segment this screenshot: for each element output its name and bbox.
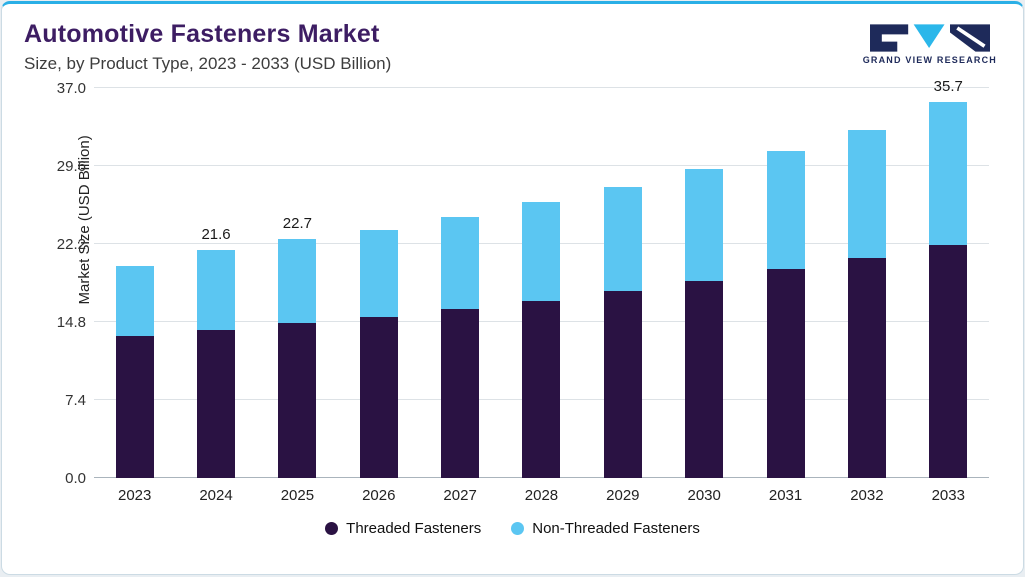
x-tick-label: 2023 <box>117 487 152 504</box>
bar-segment-threaded <box>115 335 154 478</box>
logo-text: GRAND VIEW RESEARCH <box>862 55 997 65</box>
y-axis: 0.0 7.4 14.8 22.2 29.6 37.0 <box>42 80 94 487</box>
bar-segment-threaded <box>197 330 236 478</box>
stacked-bar <box>278 238 317 478</box>
bar-slot <box>582 88 663 478</box>
bar-slot: 35.7 <box>908 78 989 478</box>
gridline <box>94 87 989 88</box>
y-tick-label: 14.8 <box>56 314 86 331</box>
stacked-bar <box>847 130 886 478</box>
bar-segment-threaded <box>522 300 561 478</box>
bar-value-label: 22.7 <box>282 214 312 232</box>
y-tick-label: 22.2 <box>56 236 86 253</box>
bar-slot <box>338 88 419 478</box>
x-tick-label: 2030 <box>687 487 721 504</box>
stacked-bar <box>441 216 480 478</box>
bar-slot <box>501 88 582 478</box>
chart-header: Automotive Fasteners Market Size, by Pro… <box>2 4 1023 74</box>
bar-segment-threaded <box>359 316 398 478</box>
grand-view-research-logo: GRAND VIEW RESEARCH <box>863 24 997 65</box>
bar-segment-non-threaded <box>603 187 642 292</box>
bar-value-label: 35.7 <box>933 77 963 95</box>
stacked-bar <box>603 187 642 478</box>
bar-segment-non-threaded <box>197 250 236 331</box>
x-axis: 2023 2024 2025 2026 2027 2028 2029 2030 2031 2032… <box>94 487 989 504</box>
bar-segment-non-threaded <box>522 201 561 301</box>
bar-segment-threaded <box>603 291 642 478</box>
x-tick-label: 2026 <box>362 487 396 504</box>
stacked-bar <box>359 230 398 478</box>
y-tick-label: 0.0 <box>65 470 86 487</box>
bar-segment-non-threaded <box>766 151 805 270</box>
bar-segment-threaded <box>685 280 724 478</box>
bar-segment-non-threaded <box>685 169 724 281</box>
bar-segment-threaded <box>766 269 805 478</box>
x-tick-label: 2024 <box>199 487 233 504</box>
bar-segment-non-threaded <box>441 216 480 310</box>
page-subtitle: Size, by Product Type, 2023 - 2033 (USD … <box>24 54 392 73</box>
bar-slot: 21.6 <box>175 88 256 478</box>
bar-segment-non-threaded <box>115 266 154 336</box>
x-tick-label: 2025 <box>280 487 315 504</box>
bar-slot: 22.7 <box>257 88 338 478</box>
y-tick-label: 29.6 <box>56 158 86 175</box>
bar-slot <box>419 88 500 478</box>
stacked-bar <box>197 250 236 478</box>
bars-container: 21.6 22.7 35.7 <box>94 78 989 478</box>
gridline <box>94 165 989 166</box>
bar-slot <box>664 88 745 478</box>
bar-segment-non-threaded <box>359 230 398 317</box>
bar-value-label: 21.6 <box>201 226 231 244</box>
x-tick-label: 2031 <box>768 487 803 504</box>
y-tick-label: 37.0 <box>56 80 86 97</box>
bar-segment-non-threaded <box>929 101 968 246</box>
bar-segment-non-threaded <box>278 238 317 324</box>
x-tick-label: 2029 <box>606 487 640 504</box>
bar-slot <box>94 88 175 478</box>
legend-dot-icon <box>325 522 339 535</box>
y-tick-label: 7.4 <box>65 392 86 409</box>
legend: Threaded Fasteners Non-Threaded Fasteners <box>2 520 1023 537</box>
page-title: Automotive Fasteners Market <box>24 20 380 48</box>
stacked-bar <box>115 266 154 478</box>
bar-segment-threaded <box>278 323 317 478</box>
legend-item: Threaded Fasteners <box>325 520 481 537</box>
plot-area: 21.6 22.7 35.7 <box>94 78 989 478</box>
legend-dot-icon <box>511 522 525 535</box>
x-tick-label: 2032 <box>850 487 884 504</box>
legend-label: Non-Threaded Fasteners <box>532 520 700 537</box>
x-tick-label: 2028 <box>524 487 559 504</box>
title-block: Automotive Fasteners Market Size, by Pro… <box>24 20 391 74</box>
stacked-bar-chart: Market Size (USD Billion) 0.0 7.4 14.8 22.2… <box>2 78 1023 504</box>
x-tick-label: 2033 <box>931 487 965 504</box>
legend-item: Non-Threaded Fasteners <box>511 520 700 537</box>
bar-segment-threaded <box>441 309 480 478</box>
legend-label: Threaded Fasteners <box>346 520 482 537</box>
stacked-bar <box>929 101 968 478</box>
stacked-bar <box>522 201 561 478</box>
stacked-bar <box>766 151 805 478</box>
bar-segment-non-threaded <box>847 130 886 258</box>
bar-slot <box>745 88 826 478</box>
x-tick-label: 2027 <box>443 487 477 504</box>
bar-segment-threaded <box>929 245 968 478</box>
bar-slot <box>826 88 907 478</box>
stacked-bar <box>685 169 724 478</box>
logo-mark-icon <box>869 24 990 52</box>
bar-segment-threaded <box>847 257 886 478</box>
